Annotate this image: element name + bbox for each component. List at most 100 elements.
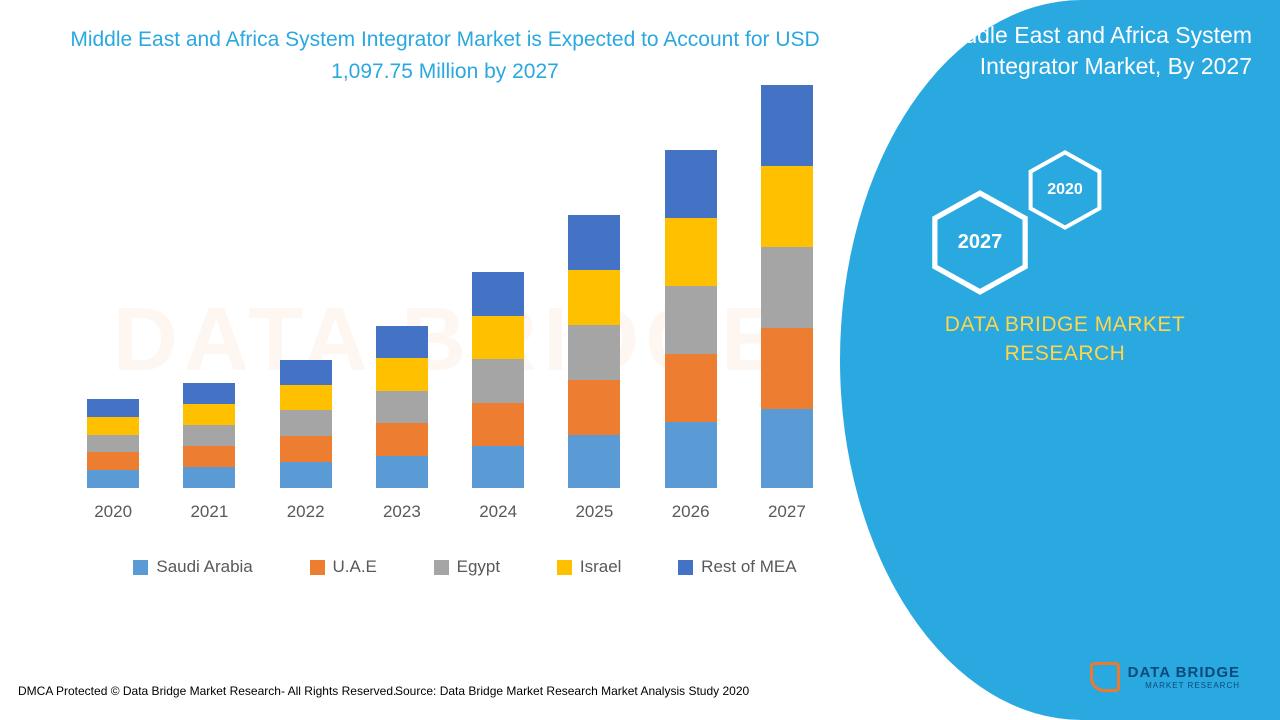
bar-segment: [472, 403, 524, 446]
bar-segment: [665, 218, 717, 286]
bar-segment: [568, 270, 620, 325]
legend: Saudi Arabia U.A.E Egypt Israel Rest of MEA: [105, 557, 825, 577]
legend-item: Saudi Arabia: [133, 557, 252, 577]
bar-segment: [568, 215, 620, 270]
bar-segment: [87, 470, 139, 488]
bar-segment: [472, 359, 524, 403]
legend-label: Saudi Arabia: [156, 557, 252, 577]
chart-title: Middle East and Africa System Integrator…: [45, 24, 845, 87]
bar-stack: [183, 383, 235, 488]
bar-segment: [87, 399, 139, 417]
bar-stack: [761, 85, 813, 488]
bar-segment: [376, 423, 428, 455]
bar-segment: [568, 380, 620, 434]
bar-segment: [472, 272, 524, 316]
bar-segment: [183, 467, 235, 488]
bar-stack: [472, 272, 524, 488]
bar-stack: [87, 399, 139, 488]
bar-segment: [87, 435, 139, 453]
side-panel-title: Middle East and Africa System Integrator…: [900, 20, 1252, 82]
bar-segment: [376, 391, 428, 423]
bar-segment: [183, 446, 235, 467]
bar-segment: [761, 409, 813, 488]
legend-item: Rest of MEA: [678, 557, 796, 577]
bar-segment: [280, 385, 332, 410]
bar-segment: [665, 354, 717, 421]
brand-line2: RESEARCH: [1005, 342, 1126, 365]
bar-segment: [376, 456, 428, 488]
x-axis-label: 2024: [479, 502, 517, 522]
bar-segment: [568, 325, 620, 380]
bar-column: 2025: [568, 215, 620, 522]
bar-stack: [280, 360, 332, 488]
x-axis-label: 2020: [94, 502, 132, 522]
bar-column: 2021: [183, 383, 235, 522]
logo-text: DATA BRIDGE: [1128, 664, 1240, 681]
bar-segment: [665, 422, 717, 488]
bar-segment: [761, 85, 813, 166]
bar-segment: [183, 383, 235, 404]
x-axis-label: 2027: [768, 502, 806, 522]
side-panel: Middle East and Africa System Integrator…: [840, 0, 1280, 720]
logo-mark-icon: [1090, 662, 1120, 692]
legend-swatch-icon: [678, 560, 693, 575]
legend-label: Egypt: [457, 557, 500, 577]
legend-label: U.A.E: [333, 557, 377, 577]
logo-small: DATA BRIDGE MARKET RESEARCH: [1090, 662, 1240, 692]
bar-segment: [761, 328, 813, 408]
bar-segment: [761, 166, 813, 247]
bar-segment: [280, 436, 332, 462]
bar-segment: [183, 425, 235, 446]
chart-area: Middle East and Africa System Integrator…: [0, 0, 870, 720]
bar-column: 2023: [376, 326, 428, 522]
logo-text-wrap: DATA BRIDGE MARKET RESEARCH: [1128, 664, 1240, 690]
bar-segment: [665, 150, 717, 218]
x-axis-label: 2023: [383, 502, 421, 522]
brand-line1: DATA BRIDGE MARKET: [945, 313, 1185, 336]
bar-segment: [376, 326, 428, 358]
legend-item: Egypt: [434, 557, 500, 577]
legend-label: Israel: [580, 557, 622, 577]
logo-subtext: MARKET RESEARCH: [1128, 681, 1240, 690]
chart-plot: 2020 2021 2022 2023 2024 2025 2026 2027 Saudi A…: [45, 107, 845, 577]
bar-stack: [665, 150, 717, 488]
bar-segment: [183, 404, 235, 425]
bar-segment: [87, 417, 139, 435]
bar-segment: [376, 358, 428, 390]
x-axis-label: 2025: [575, 502, 613, 522]
legend-item: Israel: [557, 557, 622, 577]
bar-stack: [376, 326, 428, 488]
legend-item: U.A.E: [310, 557, 377, 577]
bar-column: 2020: [87, 399, 139, 522]
bar-segment: [280, 410, 332, 436]
bar-segment: [280, 462, 332, 488]
bar-container: 2020 2021 2022 2023 2024 2025 2026 2027: [65, 117, 835, 522]
bar-segment: [665, 286, 717, 354]
bar-stack: [568, 215, 620, 488]
hex-2020-label: 2020: [1047, 181, 1083, 199]
hex-group: 2027 2020: [920, 150, 1140, 310]
bar-segment: [472, 446, 524, 488]
bar-segment: [761, 247, 813, 328]
legend-swatch-icon: [434, 560, 449, 575]
bar-column: 2022: [280, 360, 332, 522]
bar-segment: [472, 316, 524, 360]
hex-2027-label: 2027: [958, 231, 1003, 254]
hex-2020: 2020: [1020, 150, 1110, 230]
legend-swatch-icon: [557, 560, 572, 575]
bar-segment: [280, 360, 332, 385]
x-axis-label: 2021: [190, 502, 228, 522]
x-axis-label: 2022: [287, 502, 325, 522]
footer-copyright: DMCA Protected © Data Bridge Market Rese…: [18, 684, 396, 698]
legend-swatch-icon: [133, 560, 148, 575]
brand-label: DATA BRIDGE MARKET RESEARCH: [900, 310, 1230, 369]
footer-source: Source: Data Bridge Market Research Mark…: [395, 684, 749, 698]
bar-column: 2027: [761, 85, 813, 522]
bar-segment: [87, 452, 139, 470]
legend-label: Rest of MEA: [701, 557, 796, 577]
x-axis-label: 2026: [672, 502, 710, 522]
bar-segment: [568, 435, 620, 488]
bar-column: 2024: [472, 272, 524, 522]
bar-column: 2026: [665, 150, 717, 522]
legend-swatch-icon: [310, 560, 325, 575]
